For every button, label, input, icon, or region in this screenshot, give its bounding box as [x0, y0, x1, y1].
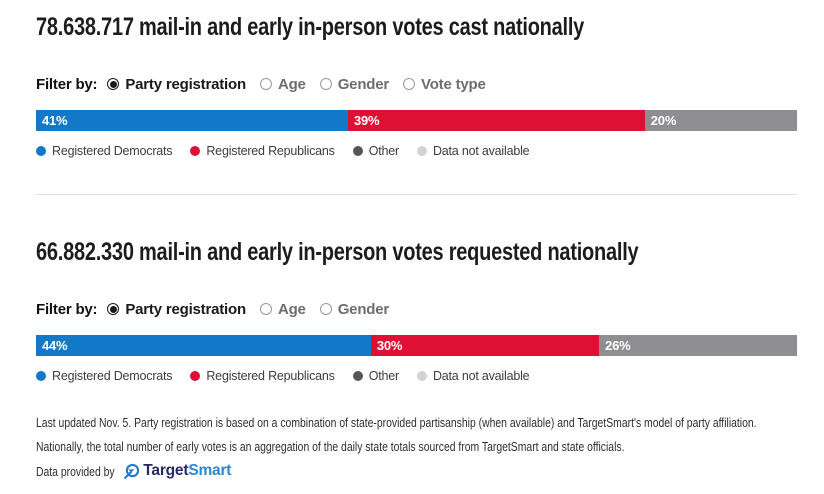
radio-selected-icon	[107, 303, 120, 315]
votes-cast-legend: Registered Democrats Registered Republic…	[36, 143, 797, 158]
radio-unselected-icon	[319, 78, 332, 90]
other-dot-icon	[352, 370, 363, 381]
logo-text-smart: Smart	[188, 462, 232, 479]
filter-radio-gender[interactable]: Gender	[319, 301, 389, 318]
not-available-dot-icon	[416, 145, 427, 156]
legend-item-other: Other	[352, 369, 399, 383]
legend-item-republicans: Registered Republicans	[190, 144, 335, 158]
votes-cast-section: 78.638.717 mail-in and early in-person v…	[36, 12, 797, 158]
votes-cast-title: 78.638.717 mail-in and early in-person v…	[36, 13, 585, 41]
not-available-dot-icon	[416, 370, 427, 381]
section-divider	[36, 194, 797, 195]
radio-unselected-icon	[319, 303, 332, 315]
segment-value-label: 41%	[42, 113, 68, 128]
legend-item-democrats: Registered Democrats	[36, 369, 173, 383]
votes-cast-stacked-bar: 41% 39% 20%	[36, 110, 797, 131]
filter-by-label: Filter by:	[36, 75, 98, 93]
other-dot-icon	[352, 145, 363, 156]
votes-requested-stacked-bar: 44% 30% 26%	[36, 335, 797, 356]
votes-requested-filter-row: Filter by: Party registration Age Gender	[36, 299, 797, 319]
bar-segment-other: 26%	[599, 335, 797, 356]
bar-segment-republicans: 30%	[370, 335, 600, 356]
radio-selected-icon	[107, 78, 120, 90]
targetsmart-logo-icon	[124, 463, 140, 479]
targetsmart-logo[interactable]: TargetSmart	[122, 462, 231, 481]
votes-requested-section: 66.882.330 mail-in and early in-person v…	[36, 237, 797, 383]
filter-radio-age[interactable]: Age	[259, 301, 306, 318]
segment-value-label: 44%	[42, 338, 68, 353]
data-provided-label: Data provided by	[36, 463, 115, 479]
data-provided-row: Data provided by TargetSmart	[36, 460, 797, 482]
segment-value-label: 20%	[650, 113, 677, 128]
legend-item-data-not-available: Data not available	[416, 369, 530, 383]
filter-radio-gender[interactable]: Gender	[319, 76, 389, 93]
early-vote-tracker-page: 78.638.717 mail-in and early in-person v…	[36, 12, 797, 482]
legend-item-data-not-available: Data not available	[416, 144, 530, 158]
filter-radio-age[interactable]: Age	[259, 76, 306, 93]
segment-value-label: 39%	[354, 113, 380, 128]
filter-radio-party-registration[interactable]: Party registration	[107, 76, 246, 93]
democrat-dot-icon	[36, 370, 46, 381]
democrat-dot-icon	[36, 145, 46, 156]
radio-unselected-icon	[403, 78, 416, 90]
filter-by-label: Filter by:	[36, 300, 98, 318]
segment-value-label: 30%	[376, 338, 403, 353]
republican-dot-icon	[190, 370, 201, 381]
votes-requested-title: 66.882.330 mail-in and early in-person v…	[36, 238, 639, 266]
votes-cast-filter-row: Filter by: Party registration Age Gender…	[36, 74, 797, 94]
footer: Last updated Nov. 5. Party registration …	[36, 411, 797, 482]
bar-segment-democrats: 44%	[36, 335, 371, 356]
radio-unselected-icon	[259, 78, 272, 90]
segment-value-label: 26%	[605, 338, 631, 353]
votes-requested-legend: Registered Democrats Registered Republic…	[36, 368, 797, 383]
filter-radio-vote-type[interactable]: Vote type	[403, 76, 486, 93]
radio-unselected-icon	[259, 303, 272, 315]
legend-item-other: Other	[352, 144, 399, 158]
legend-item-republicans: Registered Republicans	[190, 369, 335, 383]
bar-segment-other: 20%	[644, 110, 797, 131]
methodology-note: Last updated Nov. 5. Party registration …	[36, 415, 757, 454]
bar-segment-democrats: 41%	[36, 110, 348, 131]
bar-segment-republicans: 39%	[348, 110, 645, 131]
legend-item-democrats: Registered Democrats	[36, 144, 173, 158]
filter-radio-party-registration[interactable]: Party registration	[107, 301, 246, 318]
logo-text-target: Target	[143, 462, 189, 479]
republican-dot-icon	[190, 145, 201, 156]
